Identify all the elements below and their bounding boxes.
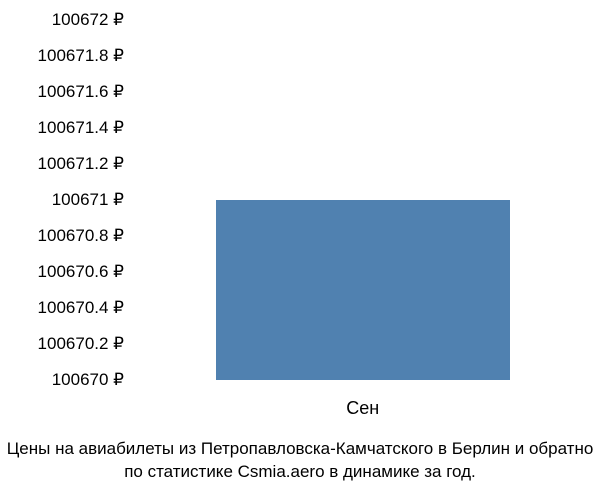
y-tick-label: 100671.4 ₽ — [38, 118, 124, 138]
price-chart: 100672 ₽ 100671.8 ₽ 100671.6 ₽ 100671.4 ₽ 10… — [0, 0, 600, 500]
y-tick-label: 100670 ₽ — [52, 370, 124, 390]
y-tick-label: 100670.6 ₽ — [38, 262, 124, 282]
y-tick-label: 100670.4 ₽ — [38, 298, 124, 318]
x-tick-label: Сен — [346, 398, 379, 419]
y-tick-label: 100672 ₽ — [52, 10, 124, 30]
y-tick-label: 100671.6 ₽ — [38, 82, 124, 102]
y-tick-label: 100671.8 ₽ — [38, 46, 124, 66]
y-tick-label: 100670.2 ₽ — [38, 334, 124, 354]
y-tick-label: 100670.8 ₽ — [38, 226, 124, 246]
bar — [216, 200, 510, 380]
y-tick-label: 100671 ₽ — [52, 190, 124, 210]
caption-line-2: по статистике Csmia.aero в динамике за г… — [0, 461, 600, 484]
y-tick-label: 100671.2 ₽ — [38, 154, 124, 174]
plot-area — [138, 20, 583, 380]
caption-line-1: Цены на авиабилеты из Петропавловска-Кам… — [0, 438, 600, 461]
